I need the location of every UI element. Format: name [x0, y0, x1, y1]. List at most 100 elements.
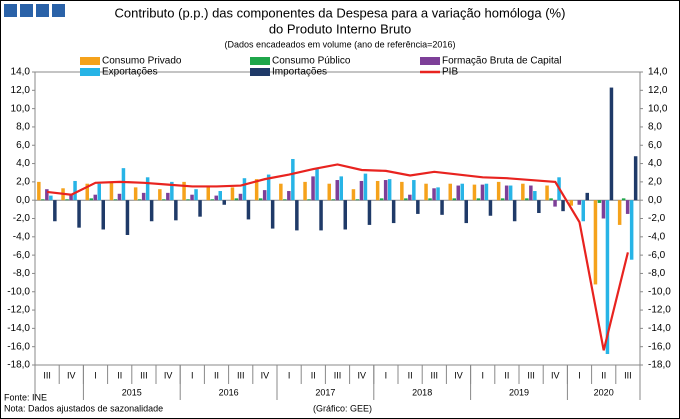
- bar: [230, 187, 235, 201]
- logo: [20, 4, 33, 17]
- bar: [553, 200, 557, 207]
- bar: [262, 190, 267, 201]
- y2-tick-label: 6,0: [648, 140, 662, 151]
- legend-swatch: [80, 57, 100, 65]
- bar: [343, 200, 347, 230]
- y2-tick-label: -4,0: [648, 231, 666, 242]
- bar: [383, 180, 388, 201]
- bar: [545, 185, 549, 201]
- bar: [101, 200, 105, 230]
- y2-tick-label: -6,0: [648, 250, 666, 261]
- bar: [287, 191, 291, 201]
- x-tick-label: I: [481, 370, 484, 380]
- bar: [569, 200, 573, 206]
- y-tick-label: 8,0: [16, 122, 30, 133]
- bar: [593, 200, 598, 285]
- bar: [266, 174, 271, 201]
- credit: (Gráfico: GEE): [313, 403, 372, 413]
- bar: [391, 200, 396, 224]
- bar: [254, 179, 259, 201]
- bar: [525, 198, 529, 201]
- x-tick-label: IV: [164, 370, 173, 380]
- bar: [597, 200, 602, 203]
- y2-tick-label: -14,0: [648, 323, 671, 334]
- bar: [283, 199, 287, 201]
- legend-swatch: [250, 68, 270, 76]
- bar: [480, 184, 485, 201]
- bar: [625, 200, 630, 214]
- year-label: 2019: [509, 387, 529, 397]
- x-tick-label: IV: [551, 370, 560, 380]
- bar: [500, 198, 505, 201]
- y2-tick-label: -18,0: [648, 360, 671, 371]
- bar: [77, 200, 81, 228]
- x-tick-label: IV: [454, 370, 463, 380]
- bar: [162, 199, 166, 201]
- logo: [52, 4, 65, 17]
- bar: [533, 191, 537, 201]
- bar: [432, 188, 436, 201]
- legend-label: Importações: [272, 67, 327, 78]
- bar: [621, 198, 626, 201]
- y-tick-label: 10,0: [11, 103, 31, 114]
- bar: [379, 198, 384, 201]
- y-tick-label: 6,0: [16, 140, 30, 151]
- bar: [258, 198, 263, 201]
- bar: [238, 193, 243, 201]
- bar: [484, 183, 489, 201]
- y-tick-label: 2,0: [16, 177, 30, 188]
- source: Fonte: INE: [4, 392, 47, 402]
- legend-label: Formação Bruta de Capital: [442, 56, 562, 67]
- y2-tick-label: -16,0: [648, 341, 671, 352]
- bar: [158, 189, 162, 201]
- bar: [496, 181, 501, 201]
- x-tick-label: I: [94, 370, 97, 380]
- bar: [222, 200, 226, 205]
- bar: [69, 193, 73, 201]
- bar: [117, 193, 122, 201]
- y-tick-label: -10,0: [7, 286, 30, 297]
- x-tick-label: II: [214, 370, 219, 380]
- bar: [351, 189, 356, 201]
- legend-label: Consumo Privado: [102, 56, 182, 67]
- x-tick-label: I: [385, 370, 388, 380]
- bar: [182, 181, 186, 201]
- bar: [125, 200, 130, 235]
- bar: [206, 185, 210, 201]
- x-tick-label: I: [288, 370, 291, 380]
- bar: [73, 180, 77, 201]
- bar: [53, 200, 57, 222]
- bar: [37, 181, 41, 201]
- y-tick-label: -18,0: [7, 360, 30, 371]
- y2-tick-label: 10,0: [648, 103, 668, 114]
- bar: [404, 198, 408, 201]
- y2-tick-label: -10,0: [648, 286, 671, 297]
- bar: [339, 176, 343, 201]
- bar: [149, 200, 154, 222]
- y2-tick-label: 2,0: [648, 177, 662, 188]
- bar: [279, 183, 283, 201]
- bar: [246, 200, 251, 220]
- bar: [375, 180, 380, 201]
- chart-title: Contributo (p.p.) das componentes da Des…: [115, 5, 566, 20]
- bar: [113, 199, 118, 201]
- bar: [488, 200, 493, 216]
- y2-tick-label: 14,0: [648, 67, 668, 78]
- bar: [561, 200, 565, 212]
- bar: [387, 179, 392, 201]
- bar: [166, 192, 170, 201]
- y2-tick-label: 0,0: [648, 195, 662, 206]
- bar: [512, 200, 517, 222]
- bar: [109, 181, 114, 201]
- y-tick-label: -16,0: [7, 341, 30, 352]
- x-tick-label: III: [43, 370, 51, 380]
- bar: [585, 192, 589, 201]
- bar: [581, 200, 585, 222]
- bar: [291, 158, 295, 201]
- bar: [476, 198, 481, 201]
- year-label: 2017: [315, 387, 335, 397]
- x-tick-label: III: [140, 370, 148, 380]
- y-tick-label: -2,0: [13, 213, 31, 224]
- x-tick-label: I: [191, 370, 194, 380]
